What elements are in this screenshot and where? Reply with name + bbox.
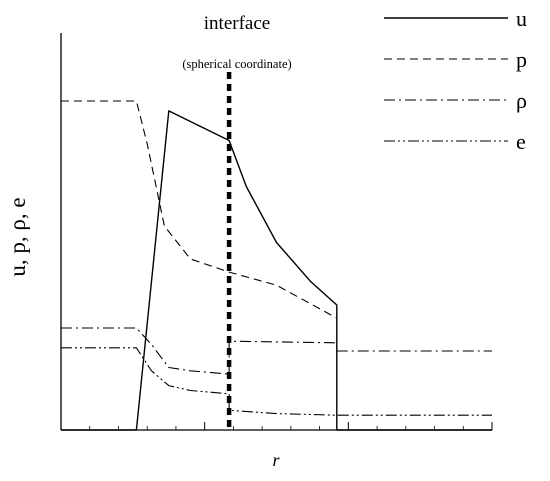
- legend-label: p: [516, 47, 527, 72]
- series-line-dashed: [61, 100, 338, 319]
- series-layer: [61, 100, 492, 431]
- interface-title: interface: [204, 13, 270, 34]
- series-line-dashdotdot: [61, 347, 492, 416]
- legend-label: e: [516, 129, 526, 154]
- legend-label: ρ: [516, 88, 527, 113]
- y-axis-label: u, p, ρ, e: [5, 197, 30, 276]
- series-line-dashdot: [61, 327, 492, 375]
- axes: [60, 33, 493, 431]
- series-line-solid: [61, 110, 492, 431]
- x-axis-label: r: [272, 450, 280, 470]
- legend-label: u: [516, 6, 527, 31]
- interface-subtitle: (spherical coordinate): [182, 57, 291, 71]
